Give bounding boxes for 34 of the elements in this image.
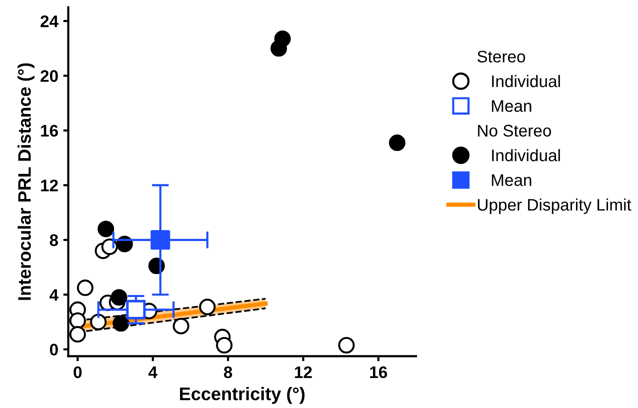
legend-label: Individual <box>492 74 560 88</box>
y-tick-label: 24 <box>40 15 58 28</box>
point <box>199 298 216 316</box>
x-tick-label: 8 <box>224 366 232 378</box>
point <box>69 326 86 343</box>
text: Stereo <box>477 50 526 62</box>
point <box>126 300 146 320</box>
text: No Stereo <box>478 124 552 137</box>
point <box>98 220 114 238</box>
point <box>69 312 86 329</box>
point <box>216 336 233 354</box>
y-tick-label: 20 <box>40 70 58 82</box>
point <box>150 230 170 250</box>
point <box>101 238 118 256</box>
y-tick-label: 16 <box>41 124 58 137</box>
point <box>274 30 291 48</box>
y-tick-label: 4 <box>50 289 58 301</box>
point <box>388 134 406 152</box>
y-axis-title: Interocular PRL Distance (°) <box>18 63 34 300</box>
point <box>90 314 107 330</box>
legend-label: Upper Disparity Limit <box>478 198 632 214</box>
legend-label: Mean <box>492 100 532 112</box>
point <box>110 289 128 306</box>
point <box>112 315 130 332</box>
y-tick-label: 0 <box>50 344 58 356</box>
legend-label: Mean <box>492 174 532 186</box>
x-tick-label: 4 <box>148 366 158 378</box>
y-tick-label: 12 <box>41 180 58 192</box>
x-tick-label: 16 <box>370 366 388 378</box>
x-axis-title: Eccentricity (°) <box>180 387 305 404</box>
x-tick-label: 0 <box>74 366 82 378</box>
x-tick-label: 12 <box>294 366 312 378</box>
legend-label: Individual <box>492 149 560 162</box>
y-tick-label: 8 <box>50 234 58 246</box>
